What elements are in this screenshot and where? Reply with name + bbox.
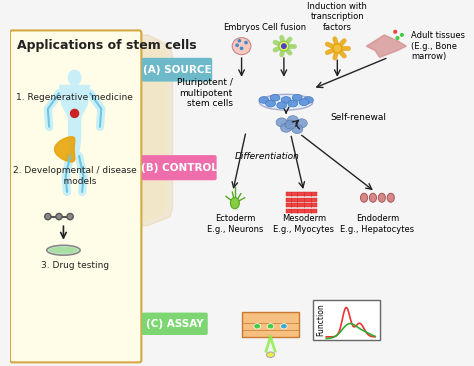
Text: Differentiation: Differentiation xyxy=(235,152,300,161)
Ellipse shape xyxy=(387,193,394,202)
Text: Self-renewal: Self-renewal xyxy=(331,113,387,122)
Ellipse shape xyxy=(266,352,274,358)
Ellipse shape xyxy=(288,100,298,107)
Ellipse shape xyxy=(254,324,261,329)
Ellipse shape xyxy=(401,34,403,36)
FancyBboxPatch shape xyxy=(142,58,212,82)
Ellipse shape xyxy=(270,94,280,101)
Text: Cell fusion: Cell fusion xyxy=(262,23,306,32)
Ellipse shape xyxy=(281,123,292,132)
Text: Function: Function xyxy=(317,303,325,336)
Text: (B) CONTROL: (B) CONTROL xyxy=(141,163,218,173)
Ellipse shape xyxy=(259,97,269,103)
Text: 2. Developmental / disease
    models: 2. Developmental / disease models xyxy=(13,166,137,186)
Ellipse shape xyxy=(71,109,79,117)
Polygon shape xyxy=(366,35,406,57)
Ellipse shape xyxy=(396,37,399,40)
FancyBboxPatch shape xyxy=(142,155,217,180)
Text: 3. Drug testing: 3. Drug testing xyxy=(40,261,109,270)
Text: Induction with
transcription
factors: Induction with transcription factors xyxy=(308,2,367,32)
Ellipse shape xyxy=(238,40,240,42)
Ellipse shape xyxy=(361,193,368,202)
Ellipse shape xyxy=(279,41,289,51)
Text: Pluripotent /
multipotent
stem cells: Pluripotent / multipotent stem cells xyxy=(177,78,233,108)
Text: (C) ASSAY: (C) ASSAY xyxy=(146,319,204,329)
Ellipse shape xyxy=(56,213,62,220)
Ellipse shape xyxy=(333,44,342,53)
Polygon shape xyxy=(137,35,173,225)
Bar xyxy=(286,193,317,197)
Bar xyxy=(286,209,317,213)
Text: Applications of stem cells: Applications of stem cells xyxy=(17,40,196,52)
Ellipse shape xyxy=(369,193,376,202)
Ellipse shape xyxy=(303,97,313,103)
Bar xyxy=(286,203,317,207)
Text: Ectoderm
E.g., Neurons: Ectoderm E.g., Neurons xyxy=(207,214,263,234)
FancyBboxPatch shape xyxy=(142,313,208,335)
Ellipse shape xyxy=(281,324,287,329)
Ellipse shape xyxy=(68,70,81,85)
Ellipse shape xyxy=(46,215,50,219)
Ellipse shape xyxy=(292,94,302,101)
Ellipse shape xyxy=(240,47,243,49)
Ellipse shape xyxy=(67,213,73,220)
Ellipse shape xyxy=(299,99,309,105)
Ellipse shape xyxy=(45,213,51,220)
Bar xyxy=(286,198,317,202)
Ellipse shape xyxy=(49,247,78,254)
Ellipse shape xyxy=(57,215,61,219)
Ellipse shape xyxy=(378,193,385,202)
Ellipse shape xyxy=(281,97,291,103)
FancyBboxPatch shape xyxy=(10,30,141,362)
Ellipse shape xyxy=(68,215,72,219)
Bar xyxy=(313,299,380,340)
Bar xyxy=(242,312,300,337)
Polygon shape xyxy=(55,137,75,162)
Ellipse shape xyxy=(245,41,247,44)
Ellipse shape xyxy=(230,198,239,209)
Text: Mesoderm
E.g., Myocytes: Mesoderm E.g., Myocytes xyxy=(273,214,335,234)
Ellipse shape xyxy=(232,38,251,55)
Text: (A) SOURCE: (A) SOURCE xyxy=(143,65,211,75)
Polygon shape xyxy=(137,42,166,221)
Ellipse shape xyxy=(47,245,80,255)
Ellipse shape xyxy=(394,30,397,33)
Ellipse shape xyxy=(267,324,274,329)
Ellipse shape xyxy=(276,118,287,127)
Text: Endoderm
E.g., Hepatocytes: Endoderm E.g., Hepatocytes xyxy=(340,214,414,234)
Text: Adult tissues
(E.g., Bone
marrow): Adult tissues (E.g., Bone marrow) xyxy=(411,31,465,61)
Ellipse shape xyxy=(277,102,287,109)
Ellipse shape xyxy=(282,44,286,48)
Ellipse shape xyxy=(236,44,238,46)
Ellipse shape xyxy=(259,94,313,110)
Ellipse shape xyxy=(292,125,303,134)
Ellipse shape xyxy=(265,100,275,107)
Ellipse shape xyxy=(285,120,296,129)
Polygon shape xyxy=(59,85,90,156)
Ellipse shape xyxy=(296,119,307,128)
Text: 1. Regenerative medicine: 1. Regenerative medicine xyxy=(16,93,133,102)
Ellipse shape xyxy=(287,116,298,125)
Text: Embryos: Embryos xyxy=(223,23,260,32)
